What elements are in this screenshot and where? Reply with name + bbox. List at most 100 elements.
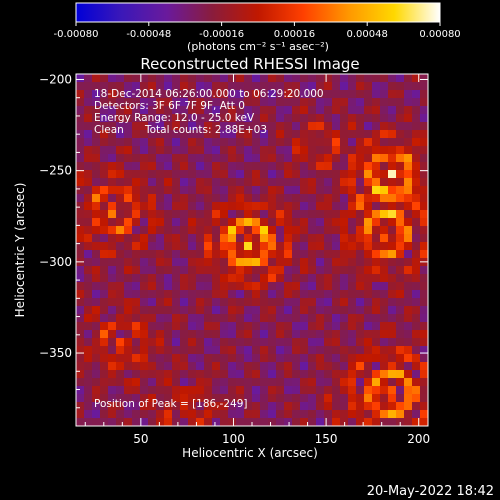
heatmap-cell — [284, 410, 293, 419]
heatmap-cell — [188, 418, 197, 426]
heatmap-cell — [92, 242, 101, 251]
heatmap-cell — [100, 362, 109, 371]
heatmap-cell — [364, 194, 373, 203]
heatmap-cell — [252, 386, 261, 395]
heatmap-cell — [244, 354, 253, 363]
heatmap-cell — [252, 370, 261, 379]
heatmap-cell — [196, 306, 205, 315]
heatmap-cell — [172, 130, 181, 139]
heatmap-cell — [108, 282, 117, 291]
heatmap-cell — [348, 378, 357, 387]
heatmap-cell — [244, 290, 253, 299]
heatmap-cell — [84, 90, 93, 99]
heatmap-cell — [308, 394, 317, 403]
heatmap-cell — [76, 90, 85, 99]
heatmap-cell — [204, 386, 213, 395]
heatmap-cell — [164, 370, 173, 379]
heatmap-cell — [372, 402, 381, 411]
heatmap-cell — [212, 402, 221, 411]
heatmap-cell — [348, 138, 357, 147]
heatmap-cell — [292, 362, 301, 371]
heatmap-cell — [172, 402, 181, 411]
heatmap-cell — [348, 274, 357, 283]
heatmap-cell — [372, 194, 381, 203]
heatmap-cell — [132, 130, 141, 139]
heatmap-cell — [204, 274, 213, 283]
heatmap-cell — [316, 418, 325, 426]
heatmap-cell — [356, 162, 365, 171]
heatmap-cell — [324, 114, 333, 123]
heatmap-cell — [172, 386, 181, 395]
heatmap-cell — [420, 210, 428, 219]
heatmap-cell — [260, 354, 269, 363]
heatmap-cell — [164, 274, 173, 283]
heatmap-cell — [356, 194, 365, 203]
heatmap-cell — [404, 186, 413, 195]
heatmap-cell — [268, 274, 277, 283]
heatmap-cell — [372, 330, 381, 339]
annotation-energy: Energy Range: 12.0 - 25.0 keV — [94, 112, 255, 124]
heatmap-cell — [188, 138, 197, 147]
heatmap-cell — [372, 290, 381, 299]
heatmap-cell — [372, 98, 381, 107]
heatmap-cell — [148, 106, 157, 115]
heatmap-cell — [236, 242, 245, 251]
heatmap-cell — [204, 346, 213, 355]
heatmap-cell — [172, 410, 181, 419]
heatmap-cell — [340, 410, 349, 419]
heatmap-cell — [132, 210, 141, 219]
heatmap-cell — [156, 98, 165, 107]
heatmap-cell — [84, 146, 93, 155]
heatmap-cell — [268, 298, 277, 307]
heatmap-cell — [252, 418, 261, 426]
heatmap-cell — [100, 98, 109, 107]
heatmap-cell — [140, 266, 149, 275]
heatmap-cell — [84, 178, 93, 187]
heatmap-cell — [252, 274, 261, 283]
heatmap-cell — [76, 418, 85, 426]
heatmap-cell — [204, 298, 213, 307]
heatmap-cell — [420, 266, 428, 275]
heatmap-cell — [316, 338, 325, 347]
heatmap-cell — [108, 370, 117, 379]
heatmap-cell — [388, 74, 397, 83]
heatmap-cell — [148, 290, 157, 299]
heatmap-cell — [420, 418, 428, 426]
heatmap-cell — [92, 130, 101, 139]
heatmap-cell — [420, 194, 428, 203]
heatmap-cell — [268, 178, 277, 187]
heatmap-cell — [164, 242, 173, 251]
heatmap-cell — [180, 154, 189, 163]
heatmap-cell — [316, 194, 325, 203]
heatmap-cell — [204, 322, 213, 331]
heatmap-cell — [372, 354, 381, 363]
heatmap-cell — [260, 258, 269, 267]
annotation-peak-position: Position of Peak = [186,-249] — [94, 398, 248, 410]
heatmap-cell — [324, 162, 333, 171]
heatmap-cell — [140, 330, 149, 339]
heatmap-cell — [412, 170, 421, 179]
heatmap-cell — [156, 194, 165, 203]
heatmap-cell — [124, 410, 133, 419]
heatmap-cell — [188, 122, 197, 131]
heatmap-cell — [76, 138, 85, 147]
heatmap-cell — [92, 250, 101, 259]
heatmap-cell — [236, 210, 245, 219]
heatmap-cell — [132, 282, 141, 291]
heatmap-cell — [404, 410, 413, 419]
heatmap-cell — [108, 378, 117, 387]
heatmap-cell — [404, 266, 413, 275]
heatmap-cell — [108, 122, 117, 131]
heatmap-cell — [140, 362, 149, 371]
heatmap-cell — [404, 338, 413, 347]
heatmap-cell — [116, 322, 125, 331]
heatmap-cell — [84, 226, 93, 235]
heatmap-cell — [76, 266, 85, 275]
heatmap-cell — [228, 90, 237, 99]
heatmap-cell — [276, 378, 285, 387]
heatmap-cell — [92, 298, 101, 307]
heatmap-cell — [412, 266, 421, 275]
heatmap-cell — [308, 306, 317, 315]
heatmap-cell — [404, 298, 413, 307]
heatmap-cell — [228, 82, 237, 91]
